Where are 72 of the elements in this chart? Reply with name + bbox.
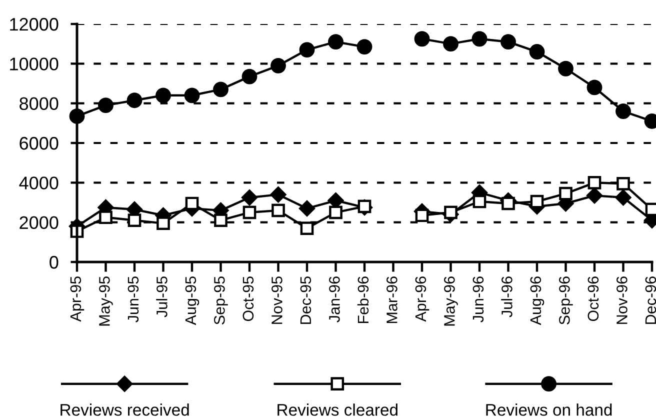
point (128, 214, 142, 228)
x-tick-label: Apr-95 (70, 276, 84, 322)
y-tick-label: 6000 (20, 136, 58, 150)
point (615, 190, 632, 206)
point (616, 176, 630, 190)
x-tick-label: Feb-96 (357, 276, 369, 324)
point (444, 206, 458, 220)
x-tick-label: Aug-96 (530, 276, 544, 326)
point (588, 176, 602, 190)
x-tick-label: Jun-96 (472, 276, 484, 322)
x-tick-label: Dec-96 (645, 276, 656, 324)
point (126, 92, 142, 108)
point (502, 196, 515, 210)
x-tick-label: May-95 (99, 276, 113, 326)
point (329, 206, 342, 220)
point (500, 34, 516, 50)
point (616, 104, 631, 119)
point (242, 190, 258, 206)
legend-label: Reviews cleared (278, 404, 398, 416)
y-tick-label: 4000 (19, 176, 58, 190)
x-tick-label: Aug-95 (185, 276, 200, 326)
point (270, 58, 286, 74)
point (156, 216, 170, 230)
point (270, 186, 286, 203)
y-tick-label: 2000 (20, 216, 58, 230)
y-tick-label: 12000 (10, 18, 58, 31)
x-tick-label: Mar-96 (386, 276, 398, 324)
point (300, 222, 314, 235)
point (356, 39, 372, 55)
y-tick-label: 0 (50, 256, 58, 269)
y-tick-label: 8000 (20, 97, 58, 110)
x-tick-label: Sep-95 (214, 276, 228, 324)
x-tick-label: Jun-95 (128, 276, 139, 322)
point (558, 60, 574, 76)
x-tick-label: Apr-96 (415, 276, 430, 322)
legend-label: Reviews received (60, 404, 189, 416)
point (586, 80, 602, 96)
point (530, 194, 544, 208)
point (213, 82, 228, 98)
x-tick-label: Dec-95 (300, 276, 312, 324)
point (328, 34, 344, 50)
point (99, 210, 112, 224)
point (443, 36, 458, 52)
x-tick-label: Jul-95 (156, 276, 168, 318)
x-tick-label: Sep-96 (559, 276, 573, 324)
point (529, 44, 545, 60)
legend-label: Reviews on hand (486, 404, 612, 416)
x-tick-label: Jan-96 (329, 276, 340, 322)
point (358, 200, 372, 214)
point (272, 204, 285, 218)
x-tick-label: Oct-96 (588, 276, 599, 322)
point (415, 208, 429, 222)
point (586, 188, 602, 204)
point (242, 68, 258, 84)
point (472, 31, 488, 47)
x-tick-label: May-96 (444, 276, 458, 326)
point (156, 88, 171, 104)
point (184, 88, 200, 104)
point (299, 42, 315, 58)
point (414, 31, 430, 47)
x-tick-label: Oct-95 (242, 276, 254, 322)
point (472, 194, 486, 208)
point (98, 98, 114, 114)
y-tick-label: 10000 (10, 58, 58, 70)
point (559, 186, 572, 200)
point (214, 214, 228, 228)
x-tick-label: Jul-96 (501, 276, 512, 318)
point (185, 196, 199, 210)
x-tick-label: Nov-96 (616, 276, 628, 324)
x-tick-label: Nov-95 (272, 276, 282, 324)
point (299, 200, 315, 216)
point (242, 206, 256, 220)
